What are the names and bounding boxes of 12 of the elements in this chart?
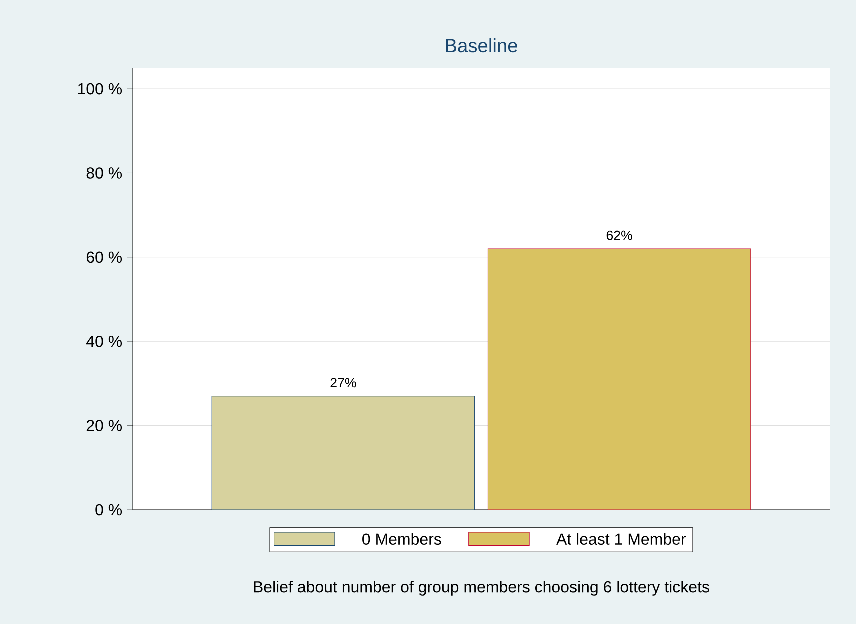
data-label: 27%	[330, 378, 356, 388]
y-tick-label: 80 %	[86, 168, 122, 179]
chart-title: Baseline	[446, 38, 518, 53]
x-axis-title: Belief about number of group members choosing 6 lottery tickets	[254, 581, 710, 596]
y-tick-label: 0 %	[96, 504, 122, 516]
y-tick-label: 40 %	[86, 336, 122, 348]
y-tick-label: 100 %	[78, 83, 122, 95]
legend-label: 0 Members	[362, 533, 442, 545]
y-tick-label: 20 %	[86, 420, 122, 432]
y-tick-label: 60 %	[86, 252, 122, 264]
legend-label: At least 1 Member	[556, 533, 686, 545]
data-label: 62%	[606, 230, 632, 240]
